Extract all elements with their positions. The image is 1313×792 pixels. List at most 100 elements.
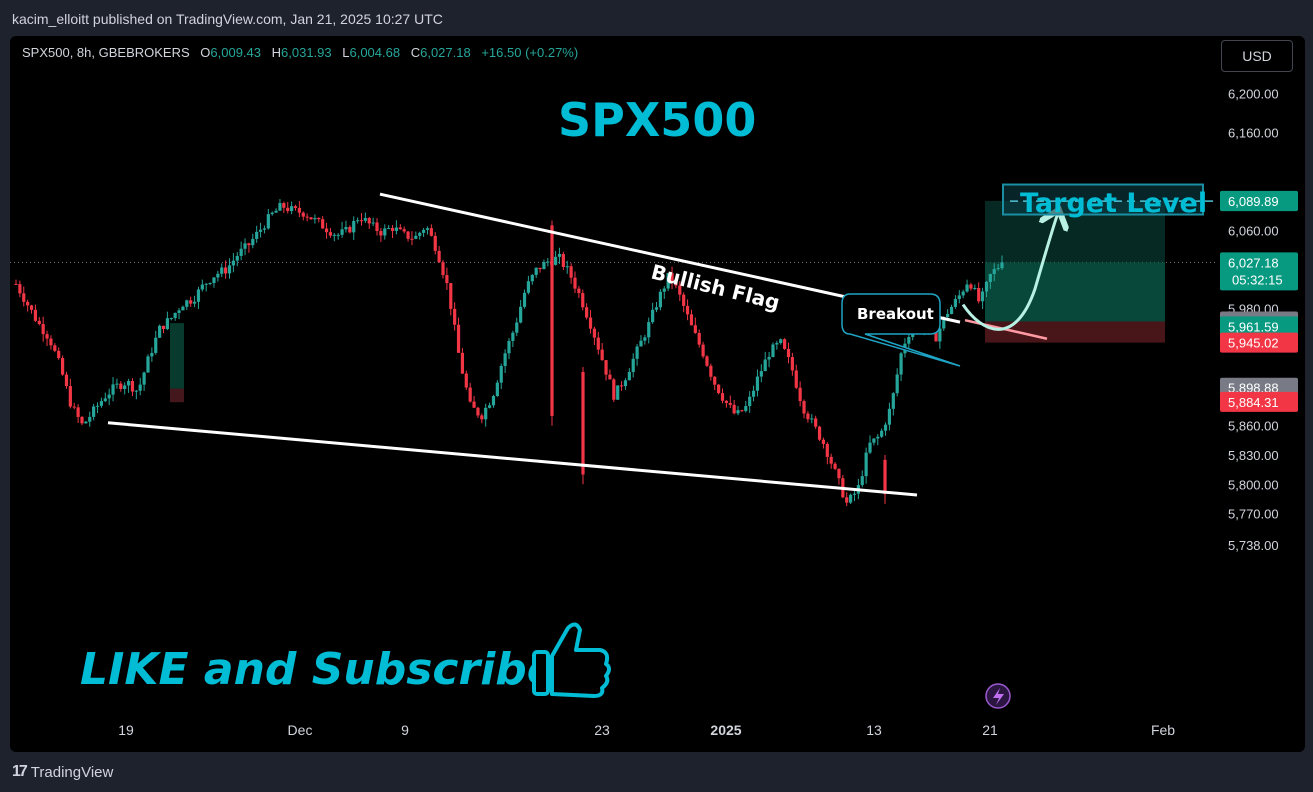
candle-body	[270, 212, 274, 215]
candle-body	[526, 281, 531, 293]
stop-zone	[985, 321, 1165, 343]
candle-body	[76, 407, 80, 417]
candle-body	[639, 340, 643, 347]
candle-body	[309, 217, 313, 220]
candle-body	[115, 383, 119, 385]
candle-body	[895, 374, 899, 394]
open-label: O	[200, 45, 211, 60]
candle-body	[14, 284, 18, 286]
candle-body	[883, 424, 888, 431]
profit-zone	[985, 262, 1165, 322]
currency-button[interactable]: USD	[1221, 40, 1293, 72]
candle-body	[251, 238, 255, 246]
candle-body	[534, 267, 538, 275]
tradingview-logo[interactable]: 17 TradingView	[12, 763, 113, 781]
candle-body	[41, 324, 45, 335]
candle-body	[658, 291, 662, 308]
candle-body	[623, 380, 628, 387]
candle-body	[165, 318, 169, 329]
candle-body	[266, 214, 270, 229]
candle-body	[88, 416, 92, 422]
price-badge	[1220, 332, 1298, 353]
candle-body	[212, 277, 216, 284]
chart-panel[interactable]: 6,200.006,160.006,090.006,060.005,980.00…	[10, 36, 1305, 752]
candle-body	[604, 360, 608, 375]
candle-body	[705, 356, 709, 366]
candle-body	[1000, 262, 1004, 269]
candle-body	[503, 353, 507, 366]
candle-body	[596, 337, 600, 350]
candle-body	[344, 226, 348, 230]
candle-body	[491, 396, 496, 406]
candle-body	[472, 401, 476, 408]
candle-body	[717, 384, 721, 394]
candle-body	[130, 380, 135, 392]
candle-body	[313, 217, 317, 220]
candle-body	[783, 339, 787, 349]
candle-body	[243, 243, 247, 249]
candle-body	[406, 231, 410, 239]
candle-body	[557, 253, 562, 257]
candle-body	[103, 398, 107, 402]
candle-body	[720, 393, 725, 401]
candle-body	[585, 307, 589, 318]
candle-body	[849, 494, 853, 503]
candle-body	[973, 287, 977, 289]
candle-body	[146, 356, 150, 373]
breakout-label: Breakout	[857, 305, 934, 323]
candle-body	[321, 219, 325, 229]
candle-body	[588, 317, 593, 329]
time-tick-label: Dec	[288, 722, 313, 738]
candle-body	[394, 227, 399, 231]
price-chart[interactable]: 6,200.006,160.006,090.006,060.005,980.00…	[10, 36, 1305, 752]
candle-body	[763, 359, 767, 372]
candle-body	[278, 203, 282, 211]
thumb-cuff	[532, 650, 550, 696]
candle-body	[286, 207, 290, 212]
candle-body	[748, 396, 752, 407]
candle-body	[433, 235, 437, 251]
candle-body	[480, 415, 484, 420]
candle-body	[414, 235, 418, 239]
candle-body	[262, 228, 267, 230]
price-badge	[1220, 191, 1298, 212]
candle-body	[961, 291, 965, 296]
candle-body	[231, 260, 235, 266]
candle-body	[751, 390, 756, 397]
candle-body	[379, 231, 383, 236]
candle-body	[600, 349, 604, 361]
candle-body	[72, 406, 76, 408]
candle-body	[744, 406, 748, 411]
price-tick-label: 5,800.00	[1228, 477, 1279, 492]
candle-body	[635, 346, 639, 359]
candle-body	[453, 308, 457, 325]
candle-body	[868, 442, 872, 453]
candle-body	[880, 430, 884, 437]
candle-body	[301, 212, 305, 217]
candle-body	[484, 407, 488, 420]
publisher-bar: kacim_elloitt published on TradingView.c…	[0, 0, 1313, 36]
candle-body	[429, 228, 433, 236]
candle-body	[860, 476, 864, 486]
candle-body	[938, 328, 942, 342]
candle-body	[119, 383, 123, 389]
candle-body	[227, 265, 232, 274]
close-label: C	[410, 45, 421, 60]
candle-body	[883, 459, 887, 495]
candle-body	[216, 273, 220, 278]
candle-body	[565, 266, 569, 268]
candle-body	[864, 452, 868, 477]
candle-body	[755, 376, 760, 391]
high-label: H	[271, 45, 282, 60]
candle-body	[592, 328, 597, 338]
thumbs-up-icon	[532, 622, 611, 698]
candle-body	[367, 218, 371, 224]
target-box	[1002, 183, 1204, 216]
left-zone-green	[170, 323, 184, 389]
candle-body	[515, 322, 519, 333]
candle-body	[92, 406, 96, 417]
candle-body	[356, 220, 360, 222]
low-label: L	[342, 45, 350, 60]
candle-body	[390, 228, 395, 231]
candle-body	[732, 404, 736, 414]
